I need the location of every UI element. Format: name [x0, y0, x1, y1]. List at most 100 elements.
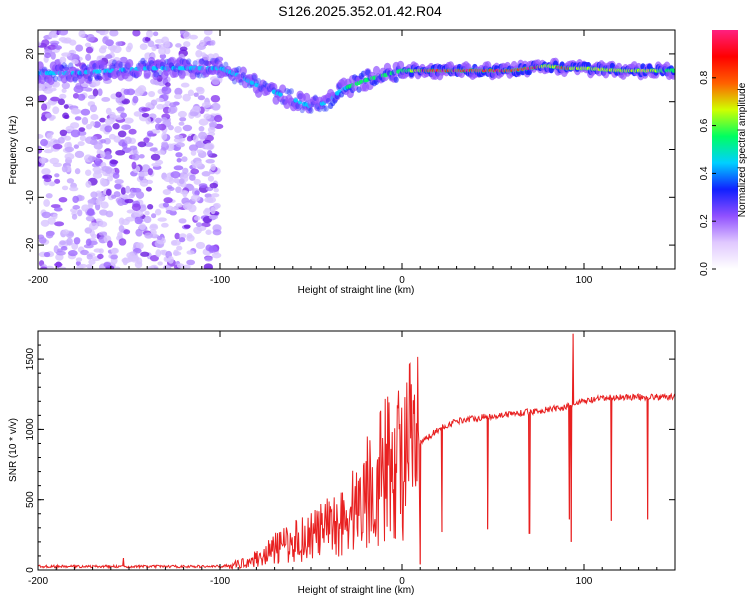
spectrogram-cell — [114, 266, 121, 269]
spectrogram-cell — [198, 126, 205, 132]
spectrogram-cell — [671, 68, 675, 73]
spectrogram-cell — [251, 74, 257, 81]
spectrogram-cell — [69, 186, 79, 192]
spectrogram-cell — [259, 79, 267, 89]
spectrogram-cell — [170, 240, 178, 246]
spectrogram-cell — [179, 116, 187, 122]
spectrogram-cell — [198, 118, 209, 126]
spectrogram-cell — [133, 210, 144, 217]
spectrogram-cell — [120, 187, 126, 195]
spectrogram-cell — [148, 90, 156, 98]
spectrogram-x-label: Height of straight line (km) — [298, 285, 415, 296]
spectrogram-cell — [152, 71, 160, 81]
spectrogram-cell — [121, 70, 129, 80]
spectrogram-cell — [102, 36, 109, 45]
spectrogram-cell — [38, 70, 41, 76]
spectrogram-cell — [141, 112, 150, 118]
spectrogram-cell — [204, 197, 214, 203]
spectrogram-cell — [147, 265, 155, 269]
spectrogram-cell — [193, 215, 201, 221]
spectrogram-cell — [144, 142, 154, 147]
spectrogram-y-tick-label: 20 — [25, 48, 36, 60]
spectrogram-cell — [63, 64, 69, 71]
spectrogram-y-tick-label: -10 — [25, 190, 36, 205]
spectrogram-cell — [78, 127, 86, 132]
snr-x-axis: -200 -100 0 100 — [28, 331, 676, 587]
spectrogram-cell — [308, 107, 314, 114]
spectrogram-cell — [72, 76, 78, 83]
spectrogram-cell — [278, 92, 283, 97]
spectrogram-cell — [38, 41, 42, 47]
spectrogram-cell — [114, 179, 124, 185]
spectrogram-cell — [85, 53, 92, 61]
spectrogram-cell — [63, 114, 70, 119]
spectrogram-cell — [208, 214, 218, 220]
spectrogram-cell — [165, 209, 173, 214]
spectrogram-cell — [87, 155, 96, 162]
spectrogram-cell — [104, 118, 115, 125]
spectrogram-cell — [92, 88, 99, 97]
spectrogram-cell — [90, 191, 98, 198]
spectrogram-cell — [167, 255, 174, 264]
spectrogram-cell — [77, 93, 86, 101]
spectrogram-cell — [125, 185, 131, 194]
spectrogram-cell — [157, 261, 163, 266]
spectrogram-cell — [62, 229, 70, 235]
spectrogram-cell — [207, 175, 215, 182]
spectrogram-cell — [38, 94, 47, 102]
spectrogram-cell — [173, 251, 182, 256]
spectrogram-cell — [205, 229, 212, 235]
spectrogram-cell — [138, 154, 145, 159]
spectrogram-cell — [38, 83, 46, 91]
colorbar-gradient — [712, 30, 738, 269]
spectrogram-cell — [181, 156, 188, 162]
spectrogram-cell — [192, 134, 199, 143]
spectrogram-cell — [92, 166, 102, 173]
spectrogram-cell — [80, 249, 89, 256]
spectrogram-cell — [140, 57, 146, 65]
spectrogram-cell — [182, 190, 188, 198]
spectrogram-cell — [165, 82, 171, 87]
spectrogram-cell — [97, 253, 104, 260]
snr-y-tick-label: 1000 — [25, 418, 36, 441]
snr-plot-area — [38, 331, 675, 570]
spectrogram-cell — [146, 30, 154, 38]
spectrogram-cell — [161, 141, 169, 147]
snr-y-tick-label: 0 — [25, 567, 36, 573]
spectrogram-cell — [61, 88, 67, 93]
spectrogram-cell — [54, 221, 65, 227]
spectrogram-cell — [117, 198, 125, 206]
spectrogram-cell — [182, 264, 191, 269]
spectrogram-cell — [155, 208, 162, 216]
spectrogram-cell — [143, 137, 150, 143]
spectrogram-cell — [58, 30, 69, 36]
colorbar: 0.0 0.2 0.4 0.6 0.8 Normalized spectral ampl… — [699, 30, 748, 276]
spectrogram-cell — [303, 92, 311, 102]
spectrogram-cell — [199, 39, 205, 47]
spectrogram-x-axis: -200 -100 0 100 — [28, 30, 676, 286]
spectrogram-cell — [160, 117, 168, 122]
spectrogram-cell — [124, 136, 132, 145]
spectrogram-cell — [144, 37, 151, 42]
spectrogram-cell — [132, 30, 141, 37]
spectrogram-cell — [61, 52, 71, 57]
spectrogram-cell — [95, 197, 103, 206]
spectrogram-cell — [129, 145, 138, 151]
spectrogram-cell — [201, 171, 211, 177]
spectrogram-cell — [73, 237, 81, 245]
spectrogram-cell — [195, 241, 206, 250]
spectrogram-cell — [53, 207, 63, 212]
spectrogram-cell — [40, 138, 49, 147]
spectrogram-cell — [183, 41, 191, 48]
spectrogram-cell — [178, 218, 187, 224]
spectrogram-cell — [186, 250, 195, 255]
spectrogram-cell — [41, 39, 50, 47]
spectrogram-cell — [57, 136, 65, 144]
spectrogram-cell — [134, 261, 143, 269]
spectrogram-cell — [167, 106, 176, 115]
spectrogram-cell — [85, 238, 92, 246]
spectrogram-cell — [85, 123, 93, 130]
spectrogram-cell — [209, 182, 218, 189]
spectrogram-cell — [175, 43, 182, 48]
spectrogram-cell — [197, 72, 203, 79]
